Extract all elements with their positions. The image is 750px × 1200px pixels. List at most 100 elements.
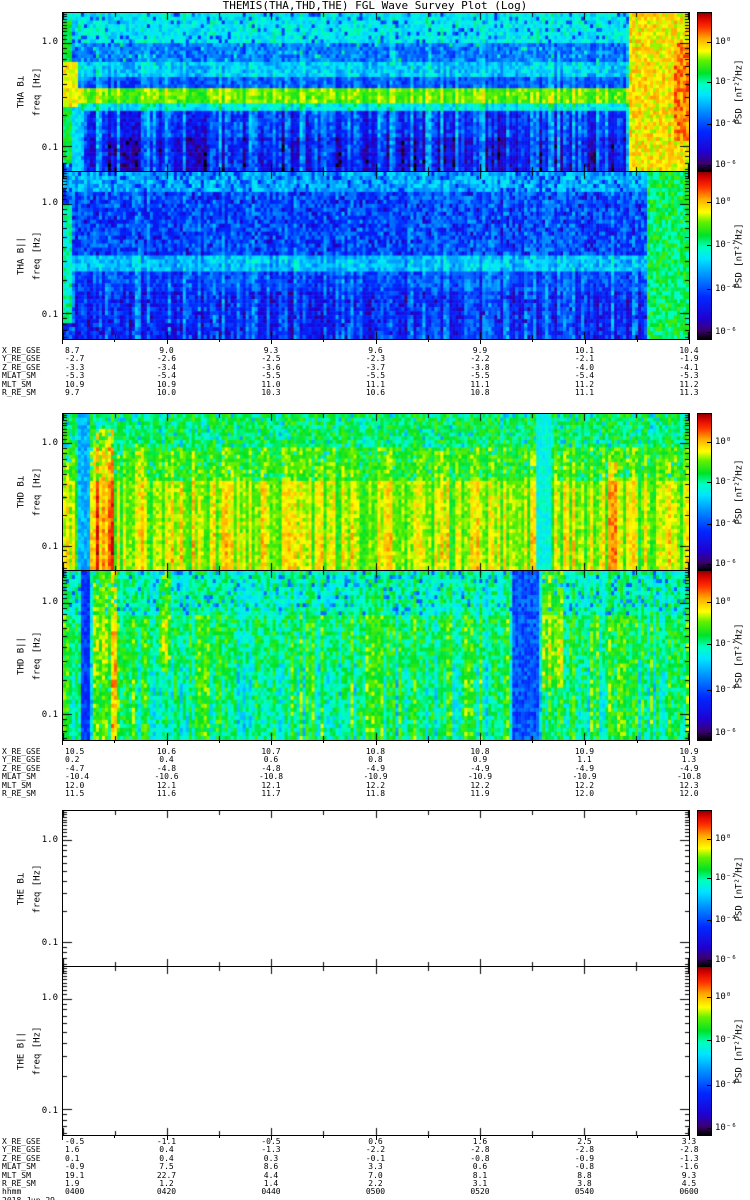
freq-tick-label: 0.1 [41, 1105, 58, 1116]
annotation-value: 8.7 [65, 346, 80, 355]
annotation-value: 11.5 [65, 789, 85, 798]
panel-left-label: THA B⊥ [16, 75, 27, 109]
annotation-row-label: MLT_SM [2, 780, 31, 790]
annotation-value: -0.9 [574, 1153, 595, 1163]
annotation-value: 11.0 [261, 379, 281, 389]
spectrogram-panel-tha-bperp [62, 12, 690, 172]
time-tick-label: 0540 [574, 1187, 595, 1197]
annotation-row-label: R_RE_SM [2, 789, 36, 798]
psd-axis-label: PSD [nT²/Hz] [734, 622, 745, 689]
annotation-value: 0.4 [159, 1145, 174, 1155]
x-axis-outward-tick [532, 740, 534, 743]
annotation-value: -4.9 [574, 763, 595, 773]
annotation-value: 10.4 [679, 346, 699, 355]
colorbar-tick-label: 10⁻⁴ [715, 1080, 737, 1090]
annotation-value: 3.3 [368, 1162, 383, 1172]
annotation-value: 4.4 [263, 1170, 279, 1180]
annotation-value: -10.6 [154, 772, 179, 782]
colorbar-tick [707, 919, 711, 921]
annotation-value: 2.2 [368, 1179, 383, 1188]
annotation-value: 12.2 [574, 780, 595, 790]
annotation-value: 9.3 [681, 1170, 697, 1180]
spectrogram-canvas-the-bpar [63, 967, 689, 1135]
annotation-value: 12.1 [156, 780, 177, 790]
annotation-value: 10.9 [65, 379, 85, 389]
annotation-value: -5.5 [261, 371, 281, 381]
date-label: 2018 Jun 29 [2, 1196, 55, 1200]
annotation-value: -4.9 [470, 763, 490, 773]
annotation-row-label: MLT_SM [2, 1170, 31, 1180]
annotation-value: -5.4 [574, 371, 595, 381]
time-tick-label: 0400 [65, 1187, 85, 1197]
x-axis-outward-tick [166, 339, 168, 344]
annotation-value: 1.1 [577, 755, 592, 765]
annotation-row-label: Z_RE_GSE [2, 362, 41, 372]
annotation-value: -2.2 [365, 1145, 386, 1155]
annotation-value: 10.8 [470, 747, 490, 756]
freq-tick-label: 1.0 [41, 597, 58, 608]
annotation-value: 3.3 [681, 1137, 697, 1146]
x-axis-outward-tick [584, 740, 586, 745]
spectrogram-canvas-tha-bpar [63, 172, 689, 339]
annotation-value: 10.9 [574, 747, 595, 756]
annotation-value: -3.3 [65, 362, 85, 372]
annotation-value: -10.4 [65, 772, 90, 782]
colorbar-tick [707, 244, 711, 246]
annotation-value: 12.0 [679, 789, 699, 798]
annotation-value: -4.1 [679, 362, 699, 372]
annotation-row-label: R_RE_SM [2, 388, 36, 397]
x-axis-outward-tick [114, 740, 116, 743]
annotation-value: 0.9 [472, 755, 488, 765]
spectrogram-canvas-the-bperp [63, 811, 689, 966]
annotation-value: 2.5 [577, 1137, 592, 1146]
colorbar-tick-label: 10⁻⁶ [715, 327, 737, 338]
colorbar-tick [707, 332, 711, 334]
annotation-value: 8.1 [472, 1170, 488, 1180]
annotation-value: 22.7 [156, 1170, 177, 1180]
annotation-value: 7.0 [368, 1170, 383, 1180]
x-axis-outward-tick [218, 1135, 220, 1138]
annotation-value: -3.8 [470, 362, 490, 372]
colorbar-tick-label: 10⁻² [715, 639, 737, 650]
annotation-value: -5.3 [679, 371, 699, 381]
annotation-value: 9.0 [159, 346, 174, 355]
annotation-value: 0.8 [368, 755, 383, 765]
x-axis-outward-tick [271, 740, 272, 745]
colorbar-tick-label: 10⁻² [715, 239, 737, 250]
panel-left-label: THE B|| [16, 1032, 27, 1070]
annotation-value: -5.5 [365, 371, 386, 381]
psd-axis-label: PSD [nT²/Hz] [734, 1018, 745, 1084]
colorbar-tick [707, 733, 711, 735]
annotation-value: 11.2 [679, 379, 699, 389]
x-axis-outward-tick [427, 740, 429, 743]
annotation-value: 1.9 [65, 1179, 80, 1188]
colorbar-the-bpar [697, 966, 712, 1136]
x-axis-outward-tick [218, 740, 220, 743]
annotation-value: -1.1 [156, 1137, 177, 1146]
x-axis-outward-tick [689, 1135, 690, 1140]
colorbar-tick-label: 10⁻⁴ [715, 684, 737, 695]
colorbar-tick-label: 10⁰ [715, 992, 732, 1003]
annotation-value: -2.7 [65, 354, 85, 364]
annotation-value: -2.1 [574, 354, 595, 364]
annotation-value: 1.2 [159, 1179, 174, 1188]
freq-tick-label: 0.1 [41, 143, 58, 153]
colorbar-tick [707, 1128, 711, 1130]
annotation-value: 10.9 [679, 747, 699, 756]
annotation-value: -5.4 [156, 371, 177, 381]
annotation-value: 3.8 [577, 1179, 592, 1188]
annotation-row-label: hhmm [2, 1187, 22, 1197]
annotation-value: 7.5 [159, 1162, 174, 1172]
x-axis-outward-tick [480, 1135, 481, 1140]
spectrogram-panel-tha-bpar [62, 171, 690, 340]
colorbar-tick-label: 10⁰ [715, 834, 732, 845]
x-axis-outward-tick [271, 1135, 272, 1140]
x-axis-outward-tick [375, 1135, 377, 1140]
freq-axis-label: freq [Hz] [32, 231, 43, 280]
x-axis-outward-tick [532, 339, 534, 342]
annotation-value: -1.6 [679, 1162, 699, 1172]
annotation-value: -10.9 [363, 772, 388, 782]
freq-axis-label: freq [Hz] [32, 467, 43, 517]
annotation-value: -4.8 [156, 763, 177, 773]
